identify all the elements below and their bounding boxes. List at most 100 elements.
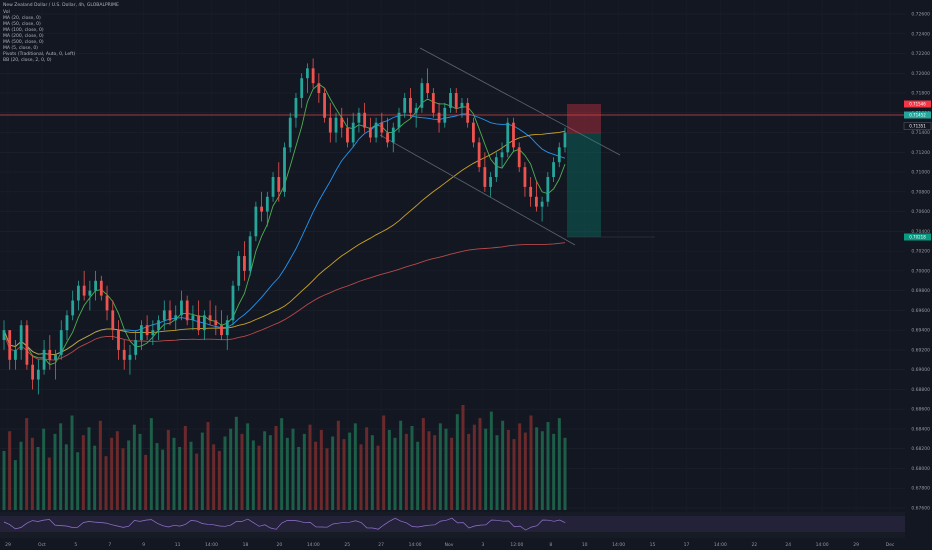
candle-body <box>517 147 521 168</box>
time-label: 14:00 <box>205 542 218 548</box>
candle-body <box>59 330 63 355</box>
volume-bar <box>501 420 505 510</box>
indicator-legend-item[interactable]: Pivots (Traditional, Auto, 0, Left) <box>3 51 75 57</box>
indicator-legend-item[interactable]: MA (200, close, 0) <box>3 33 44 39</box>
candle-body <box>237 256 241 286</box>
volume-bar <box>455 414 459 510</box>
volume-bar <box>30 437 34 510</box>
candle-body <box>71 300 75 316</box>
volume-bar <box>297 447 301 510</box>
candle-body <box>506 122 510 153</box>
stop-loss-zone[interactable] <box>567 104 601 134</box>
time-label: 24 <box>785 542 791 548</box>
candle <box>151 320 155 345</box>
volume-bar <box>98 420 102 510</box>
candle <box>283 142 286 197</box>
volume-bar <box>285 437 289 510</box>
candle-body <box>19 325 23 350</box>
candle <box>340 107 344 138</box>
indicator-legend-item[interactable]: MA (500, close, 0) <box>3 39 44 45</box>
candle-body <box>374 122 378 138</box>
candle <box>231 280 235 326</box>
candle-body <box>94 280 97 291</box>
candle-body <box>311 68 315 84</box>
candle <box>202 310 206 341</box>
indicator-legend-item[interactable]: BB (20, close, 2, 0, 0) <box>3 57 52 63</box>
take-profit-zone[interactable] <box>567 134 601 237</box>
volume-bar <box>529 415 533 510</box>
price-label: 0.69800 <box>911 288 930 294</box>
volume-bar <box>104 456 108 510</box>
candle-body <box>128 354 132 360</box>
price-label: 0.67800 <box>911 486 930 492</box>
candle-body <box>243 256 246 271</box>
price-axis[interactable]: 0.726000.724000.722000.720000.718000.716… <box>911 12 930 512</box>
candle-body <box>305 68 309 79</box>
candle-body <box>397 112 401 128</box>
volume-bar <box>223 436 227 510</box>
candle-body <box>317 83 321 94</box>
time-label: 20 <box>277 542 283 548</box>
price-tag <box>903 122 932 130</box>
indicator-legend-item[interactable]: MA (5, close, 0) <box>3 45 38 51</box>
candle-body <box>248 236 252 271</box>
candle <box>443 102 447 128</box>
symbol-title: New Zealand Dollar / U.S. Dollar, 4h, GL… <box>3 2 119 8</box>
candle <box>111 300 115 341</box>
candle-body <box>500 152 504 158</box>
candle <box>14 340 17 370</box>
candle <box>391 122 395 153</box>
candle-body <box>534 196 538 207</box>
price-tag <box>904 111 931 119</box>
candle <box>512 117 515 153</box>
candle <box>128 344 132 375</box>
price-label: 0.68600 <box>911 407 930 413</box>
candle-body <box>65 315 69 331</box>
candle-body <box>300 78 304 98</box>
price-label: 0.71000 <box>911 170 930 176</box>
candle-body <box>254 206 258 237</box>
price-label: 0.71200 <box>911 150 930 156</box>
candle-body <box>82 285 86 296</box>
candle <box>311 58 315 89</box>
price-tag-label: 0.71351 <box>909 124 926 129</box>
time-axis[interactable]: 29 Oct 5 7 9 11 14:00 18 20 14:00 25 27 14:00 Nov 3 12:… <box>5 542 895 548</box>
candle-body <box>271 177 275 197</box>
candle <box>506 117 510 158</box>
time-label: 15 <box>650 542 656 548</box>
indicator-legend-item[interactable]: Vol <box>3 9 10 15</box>
candle-body <box>231 285 235 321</box>
volume-bar <box>217 450 221 510</box>
candle <box>82 270 86 301</box>
candle <box>54 349 57 380</box>
candle <box>162 300 166 331</box>
price-label: 0.68000 <box>911 466 930 472</box>
candle-body <box>472 122 475 143</box>
volume-bar <box>319 429 323 510</box>
candle <box>139 320 143 350</box>
candle <box>88 280 92 311</box>
indicator-legend-item[interactable]: MA (50, close, 0) <box>3 21 41 27</box>
price-label: 0.72000 <box>911 71 930 77</box>
candle <box>517 142 521 173</box>
candle <box>288 112 292 153</box>
volume-bar <box>484 428 488 510</box>
candle-body <box>283 147 286 192</box>
candle-body <box>2 330 6 341</box>
candle-body <box>546 177 550 202</box>
candle <box>42 340 46 375</box>
price-label: 0.70400 <box>911 229 930 235</box>
candle <box>351 112 355 148</box>
indicator-legend-item[interactable]: MA (20, close, 0) <box>3 15 41 21</box>
price-tag-label: 0.71452 <box>909 113 926 118</box>
time-label: 14:00 <box>409 542 422 548</box>
candle-body <box>437 112 441 123</box>
candle <box>134 330 138 360</box>
candle <box>145 315 149 341</box>
candle-body <box>54 354 57 360</box>
indicator-legend-item[interactable]: MA (100, close, 0) <box>3 27 44 33</box>
candle <box>317 73 321 103</box>
volume-bar <box>512 439 516 510</box>
volume-bar <box>251 440 255 510</box>
